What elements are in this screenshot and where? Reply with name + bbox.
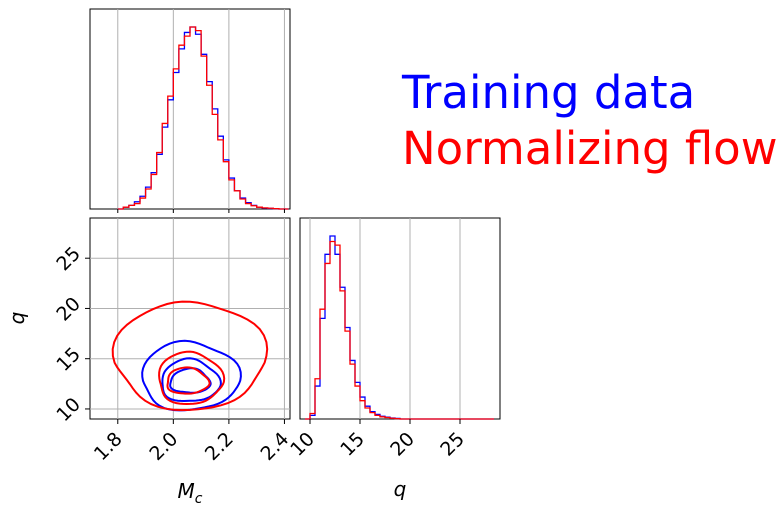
x-tick-q-label: 25 [436,428,469,461]
x-tick-q-label: 15 [336,428,369,461]
x-axis-label-q: q [394,477,407,501]
hist-Mc-flow [117,26,289,210]
contour-training-level-2 [161,357,222,403]
y-tick-q-label: 20 [52,293,85,326]
contour-flow-level-2 [158,350,226,406]
y-tick-q-label: 25 [52,243,85,276]
x-tick-Mc-label: 2.2 [201,428,238,465]
x-tick-Mc-label: 2.0 [145,428,182,465]
legend-label-training: Training data [401,66,695,119]
contour-flow-level-3 [111,300,269,412]
panel-q-hist [299,217,501,420]
legend: Training data Normalizing flow [401,66,778,175]
legend-label-flow: Normalizing flow [402,122,778,175]
x-tick-q-label: 20 [386,428,419,461]
panel-Mc-q-contour [89,217,291,420]
x-tick-q-label: 10 [286,428,319,461]
x-tick-Mc-label: 1.8 [90,428,127,465]
contour-training-level-3 [141,339,242,412]
x-axis-label-Mc: Mc [178,479,203,507]
panel-Mc-hist [89,8,291,210]
y-tick-q-label: 15 [52,343,85,376]
y-axis-label-q: q [5,312,29,325]
contour-flow-level-1 [166,366,211,395]
hist-q-flow [305,240,494,420]
y-tick-q-label: 10 [52,393,85,426]
